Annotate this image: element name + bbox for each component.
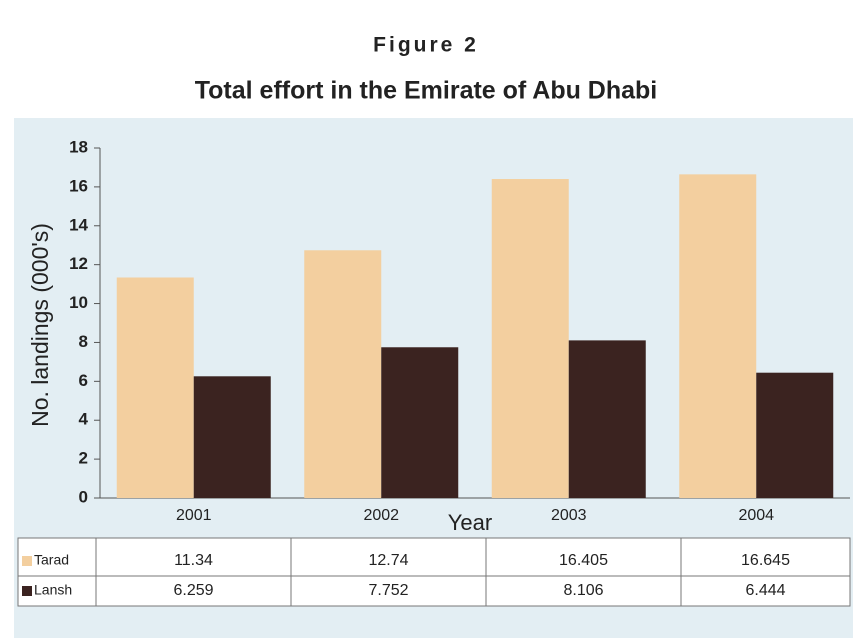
table-cell: 16.405: [559, 552, 608, 569]
x-tick-label: 2001: [176, 507, 212, 524]
x-tick-label: 2003: [551, 507, 587, 524]
bar: [381, 347, 459, 498]
table-cell: 16.645: [741, 552, 790, 569]
y-axis-label: No. landings (000's): [27, 223, 53, 427]
legend-label: Tarad: [34, 552, 69, 568]
bar: [679, 174, 757, 498]
table-cell: 11.34: [174, 552, 213, 569]
legend-swatch: [22, 586, 32, 596]
legend-label: Lansh: [34, 582, 72, 598]
table-cell: 7.752: [368, 582, 408, 599]
chart-title: Figure 2: [373, 34, 479, 57]
bar: [568, 340, 646, 498]
y-tick-label: 4: [79, 410, 89, 429]
legend-swatch: [22, 556, 32, 566]
table-cell: 6.259: [173, 582, 213, 599]
data-table: [17, 537, 851, 607]
y-tick-label: 6: [79, 371, 88, 390]
y-tick-label: 2: [79, 449, 88, 468]
table-cell: 12.74: [368, 552, 408, 569]
table-cell: 6.444: [745, 582, 785, 599]
x-tick-label: 2002: [363, 507, 399, 524]
table-cell: 8.106: [563, 582, 603, 599]
bar: [304, 250, 382, 498]
y-tick-label: 8: [79, 332, 88, 351]
bar: [116, 277, 194, 498]
y-tick-label: 18: [69, 137, 88, 156]
y-tick-label: 12: [69, 254, 88, 273]
bar: [491, 179, 569, 498]
y-tick-label: 0: [79, 487, 88, 506]
x-axis-label: Year: [448, 510, 492, 535]
bar: [756, 372, 834, 498]
y-tick-label: 16: [69, 176, 88, 195]
chart-subtitle: Total effort in the Emirate of Abu Dhabi: [195, 77, 658, 105]
y-tick-label: 10: [69, 293, 88, 312]
x-tick-label: 2004: [738, 507, 774, 524]
bar: [193, 376, 271, 498]
y-tick-label: 14: [69, 215, 88, 234]
